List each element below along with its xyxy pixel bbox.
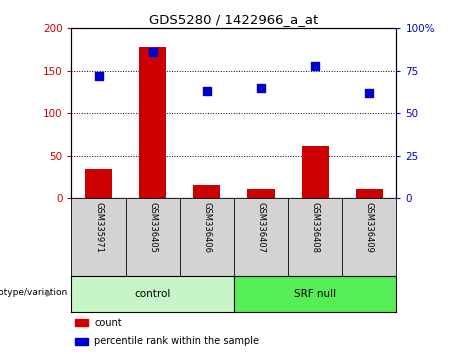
Bar <box>75 319 88 326</box>
Bar <box>356 189 383 198</box>
Point <box>203 88 211 94</box>
Text: GSM336405: GSM336405 <box>148 202 157 253</box>
Point <box>366 90 373 96</box>
Text: control: control <box>135 289 171 299</box>
Text: percentile rank within the sample: percentile rank within the sample <box>94 336 259 346</box>
Bar <box>75 338 88 345</box>
Text: GSM336408: GSM336408 <box>311 202 320 253</box>
Text: GSM336407: GSM336407 <box>256 202 266 253</box>
Bar <box>139 47 166 198</box>
Bar <box>301 147 329 198</box>
Title: GDS5280 / 1422966_a_at: GDS5280 / 1422966_a_at <box>149 13 319 26</box>
Text: GSM336409: GSM336409 <box>365 202 374 253</box>
Point <box>95 73 102 79</box>
Text: genotype/variation: genotype/variation <box>0 287 68 297</box>
Point <box>149 49 156 55</box>
Bar <box>193 185 220 198</box>
Text: SRF null: SRF null <box>294 289 336 299</box>
Point <box>257 85 265 91</box>
Text: count: count <box>94 318 122 328</box>
Text: GSM336406: GSM336406 <box>202 202 212 253</box>
Text: GSM335971: GSM335971 <box>94 202 103 253</box>
Bar <box>248 189 275 198</box>
Bar <box>85 169 112 198</box>
Point <box>312 63 319 69</box>
